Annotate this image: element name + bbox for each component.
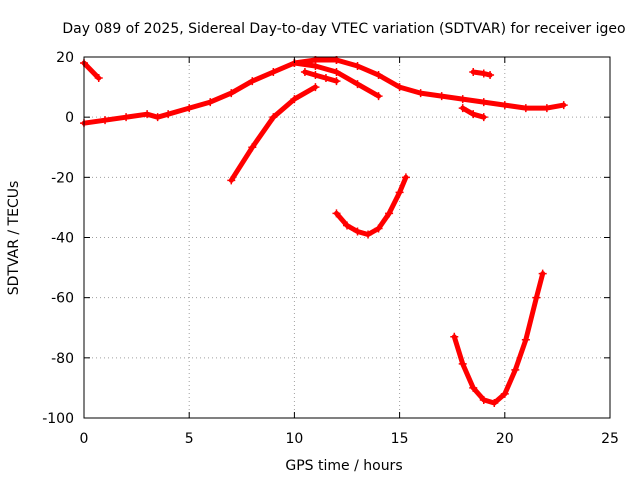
y-tick-label: -60 (51, 291, 74, 307)
data-point (538, 269, 547, 278)
data-point (269, 68, 278, 77)
series-arc-5 (302, 69, 339, 84)
data-point (332, 209, 341, 218)
data-point (248, 143, 257, 152)
y-axis-label: SDTVAR / TECUs (6, 181, 22, 296)
data-point (227, 89, 236, 98)
data-point (122, 113, 131, 122)
data-point (500, 101, 509, 110)
data-point (469, 383, 478, 392)
data-point (332, 77, 341, 86)
series-arc-10 (451, 271, 546, 406)
data-point (450, 332, 459, 341)
data-point (469, 110, 478, 119)
plot-frame (83, 56, 611, 419)
data-point (311, 83, 320, 92)
data-point (532, 293, 541, 302)
data-point (385, 209, 394, 218)
data-point (458, 95, 467, 104)
data-point (374, 92, 383, 101)
data-point (332, 68, 341, 77)
data-point (521, 335, 530, 344)
y-tick-label: -100 (42, 411, 74, 427)
data-point (395, 188, 404, 197)
data-point (469, 68, 478, 77)
series-arc-2 (81, 57, 339, 126)
data-point (500, 389, 509, 398)
x-tick-label: 5 (185, 431, 194, 447)
data-point (559, 101, 568, 110)
y-tick-label: 20 (56, 50, 74, 66)
data-point (248, 77, 257, 86)
series-arc-3 (228, 84, 318, 183)
data-point (479, 98, 488, 107)
data-point (300, 68, 309, 77)
data-point (437, 92, 446, 101)
data-point (353, 80, 362, 89)
grid (84, 57, 610, 418)
data-point (542, 104, 551, 113)
data-point (479, 395, 488, 404)
data-point (269, 113, 278, 122)
data-point (401, 173, 410, 182)
y-tick-label: -80 (51, 351, 74, 367)
data-point (343, 221, 351, 230)
data-point (416, 89, 425, 98)
x-tick-label: 25 (601, 431, 619, 447)
data-point (458, 359, 467, 368)
data-point (353, 62, 362, 71)
data-point (227, 176, 236, 185)
data-point (479, 69, 488, 78)
x-tick-label: 10 (285, 431, 303, 447)
y-tick-label: -20 (51, 170, 74, 186)
data-point (185, 104, 194, 113)
data-point (164, 110, 173, 119)
data-point (511, 365, 520, 374)
data-point (490, 398, 499, 407)
ticks: 0 5 10 15 20 25 -100 -80 -60 -40 -20 0 20 (42, 50, 619, 447)
data-point (153, 113, 162, 122)
y-tick-label: 0 (65, 110, 74, 126)
data-point (311, 71, 320, 80)
data-point (143, 110, 152, 119)
data-point (395, 83, 404, 92)
data-point (486, 71, 495, 80)
series-group (80, 56, 568, 407)
chart-title: Day 089 of 2025, Sidereal Day-to-day VTE… (62, 21, 625, 37)
series-arc-1 (81, 60, 102, 81)
series-arc-7 (334, 174, 409, 237)
data-point (94, 74, 103, 83)
x-axis-label: GPS time / hours (285, 458, 402, 474)
y-tick-label: -40 (51, 231, 74, 247)
data-point (290, 95, 299, 104)
data-point (353, 227, 362, 236)
x-tick-label: 0 (80, 431, 89, 447)
x-tick-label: 20 (496, 431, 514, 447)
data-point (101, 116, 110, 125)
data-point (374, 224, 383, 233)
x-tick-label: 15 (391, 431, 409, 447)
data-point (364, 230, 373, 239)
data-point (479, 113, 488, 122)
data-point (521, 104, 530, 113)
data-point (206, 98, 215, 107)
data-point (458, 104, 467, 113)
data-point (321, 74, 330, 83)
data-point (374, 71, 383, 80)
